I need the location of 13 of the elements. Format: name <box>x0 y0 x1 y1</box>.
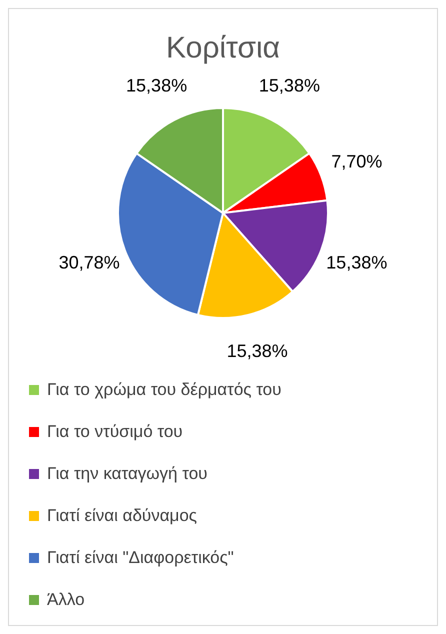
data-label: 7,70% <box>331 151 382 172</box>
legend-label: Για την καταγωγή του <box>47 464 208 484</box>
data-label: 15,38% <box>326 252 388 273</box>
legend-label: Γιατί είναι αδύναμος <box>47 506 197 526</box>
legend-label: Άλλο <box>47 590 85 610</box>
legend-label: Για το ντύσιμό του <box>47 422 183 442</box>
data-label: 30,78% <box>58 252 120 273</box>
legend-label: Γιατί είναι "Διαφορετικός" <box>47 548 234 568</box>
data-label: 15,38% <box>258 75 320 96</box>
data-label: 15,38% <box>126 75 188 96</box>
data-label: 15,38% <box>226 340 288 361</box>
chart-title: Κορίτσια <box>166 31 280 64</box>
legend-label: Για το χρώμα του δέρματός του <box>47 380 282 400</box>
